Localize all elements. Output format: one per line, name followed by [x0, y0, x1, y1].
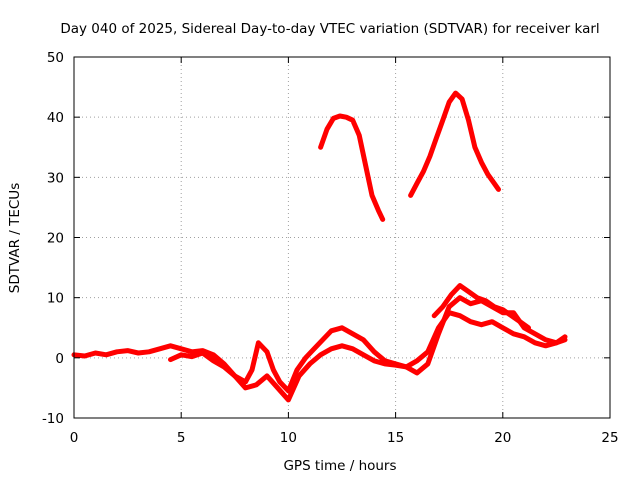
grid-lines	[74, 57, 610, 418]
axis-ticks: 0 5 10 15 20 25 -10 0 10 20 30 40 50	[42, 50, 619, 446]
series-line-arc-A	[71, 310, 568, 403]
y-tick-label: 10	[47, 291, 64, 307]
x-tick-label: 5	[177, 430, 186, 446]
x-tick-label: 15	[387, 430, 404, 446]
y-tick-label: 0	[55, 351, 64, 367]
series-line-arc-C	[431, 283, 531, 331]
series-line-arc-D	[318, 113, 386, 222]
y-tick-label: 50	[47, 50, 64, 66]
y-tick-label: 20	[47, 231, 64, 247]
series-line-arc-E	[408, 90, 501, 198]
x-tick-label: 0	[70, 430, 79, 446]
y-axis-label: SDTVAR / TECUs	[7, 183, 23, 293]
x-tick-label: 10	[280, 430, 297, 446]
data-series	[71, 90, 568, 403]
x-tick-label: 20	[494, 430, 511, 446]
x-axis-label: GPS time / hours	[283, 458, 396, 474]
y-tick-label: 30	[47, 170, 64, 186]
y-tick-label: 40	[47, 110, 64, 126]
y-tick-label: -10	[42, 411, 64, 427]
chart-title: Day 040 of 2025, Sidereal Day-to-day VTE…	[60, 21, 599, 37]
x-tick-label: 25	[601, 430, 618, 446]
